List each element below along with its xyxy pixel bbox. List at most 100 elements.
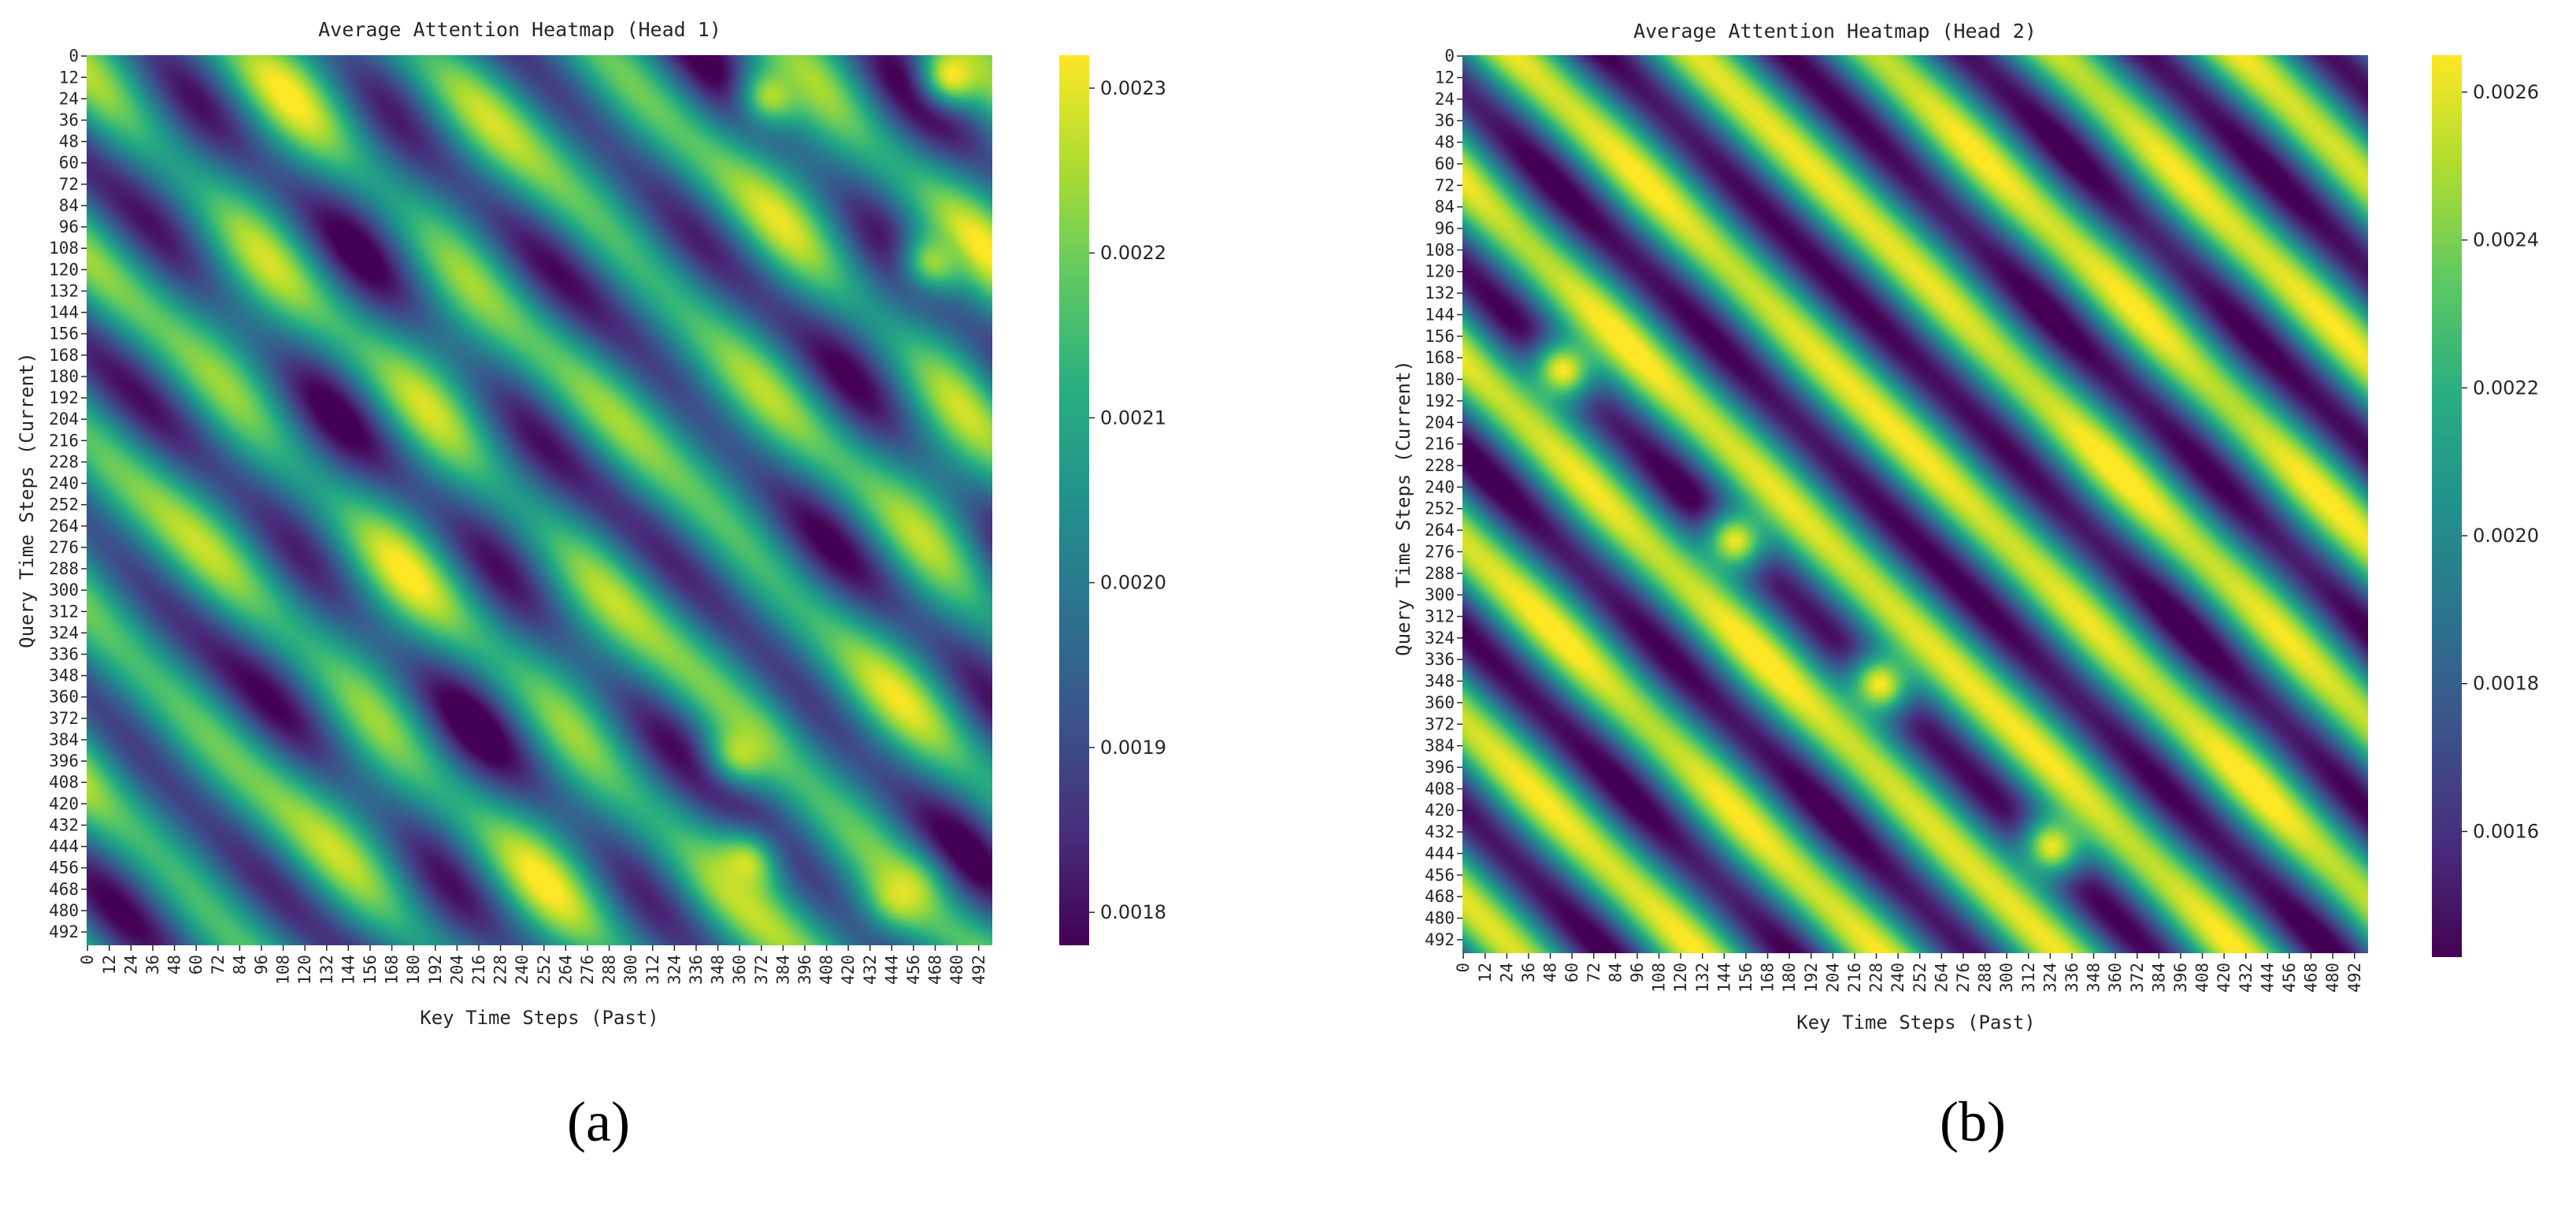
x-tick-label: 0 [1454,963,1473,973]
y-tick-label: 276 [1425,542,1455,561]
x-tick-label: 204 [1823,963,1842,993]
x-axis-label: Key Time Steps (Past) [420,1007,658,1029]
x-tick-label: 144 [1714,963,1733,993]
colorbar-ticks: 0.0016 0.0018 0.0020 0.0022 0.0024 0.0026 [2462,81,2539,842]
x-tick-label: 372 [2128,963,2147,993]
x-tick-label: 264 [1932,963,1951,993]
heatmap-canvas-wrap [1462,55,2368,953]
y-tick-label: 444 [49,837,79,856]
y-tick-label: 156 [49,325,79,343]
y-tick-label: 276 [49,538,79,557]
y-tick-label: 300 [1425,585,1455,604]
x-tick-label: 408 [817,955,836,985]
y-tick-label: 420 [1425,801,1455,820]
y-tick-label: 48 [59,132,79,151]
x-tick-label: 420 [839,955,858,985]
y-tick-label: 252 [1425,499,1455,518]
y-tick-label: 24 [1435,90,1455,109]
y-tick-label: 228 [49,452,79,471]
y-tick-label: 180 [49,367,79,386]
y-tick-label: 60 [59,154,79,173]
y-tick-label: 396 [1425,758,1455,777]
x-tick-label: 420 [2215,963,2233,993]
x-tick-label: 408 [2193,963,2212,993]
x-tick-label: 336 [687,955,706,985]
y-tick-label: 240 [1425,477,1455,496]
y-tick-label: 168 [1425,348,1455,367]
y-tick-label: 204 [1425,413,1455,432]
x-tick-label: 180 [1780,963,1799,993]
y-axis-ticks: 0 12 24 36 48 60 72 84 96 108 120 132 144 156 168 180 19… [1425,46,1462,949]
x-axis-label: Key Time Steps (Past) [1796,1011,2035,1034]
y-tick-label: 144 [49,303,79,322]
x-tick-label: 96 [1628,963,1647,982]
y-tick-label: 216 [49,431,79,450]
y-axis-label: Query Time Steps (Current) [16,352,38,648]
y-tick-label: 312 [49,602,79,621]
y-tick-label: 36 [59,110,79,129]
y-tick-label: 0 [69,46,79,65]
y-tick-label: 288 [49,559,79,578]
colorbar-tick-label: 0.0020 [2473,525,2539,547]
y-tick-label: 372 [49,709,79,728]
y-tick-label: 348 [1425,672,1455,691]
x-tick-label: 312 [643,955,662,985]
x-tick-label: 48 [165,955,184,974]
heatmap-panel-a: Average Attention Heatmap (Head 1) 01224… [16,18,1166,1153]
x-tick-label: 432 [861,955,880,985]
x-tick-label: 264 [556,955,575,985]
y-tick-label: 408 [1425,779,1455,798]
y-tick-label: 264 [49,517,79,536]
y-tick-label: 168 [49,346,79,365]
x-tick-label: 36 [143,955,162,974]
y-tick-label: 96 [1435,219,1455,238]
x-tick-label: 324 [665,955,684,985]
colorbar-tick-label: 0.0021 [1100,406,1166,429]
y-tick-label: 72 [59,175,79,194]
y-tick-label: 324 [49,623,79,642]
x-tick-label: 276 [1954,963,1973,993]
colorbar-tick-label: 0.0024 [2473,229,2539,251]
x-axis-ticks: 0 12 24 36 48 60 72 84 96 108 120 132 144 156 168 180 19… [1454,953,2364,993]
x-tick-label: 348 [2085,963,2103,993]
x-tick-label: 84 [230,955,249,974]
x-tick-label: 228 [1867,963,1886,993]
colorbar-tick-label: 0.0018 [2473,673,2539,695]
y-tick-label: 360 [1425,693,1455,712]
x-tick-label: 96 [252,955,271,974]
panel-label: (b) [1940,1090,2006,1153]
x-tick-label: 492 [969,955,988,985]
x-tick-label: 192 [426,955,445,985]
x-tick-label: 432 [2237,963,2255,993]
y-tick-label: 312 [1425,607,1455,626]
y-tick-label: 180 [1425,370,1455,389]
heatmap-panel-b: Average Attention Heatmap (Head 2) 01224… [1392,20,2539,1153]
y-tick-label: 108 [1425,240,1455,259]
x-tick-label: 144 [339,955,358,985]
x-tick-label: 60 [187,955,206,974]
x-tick-label: 72 [209,955,228,974]
x-tick-label: 360 [2106,963,2125,993]
x-tick-label: 108 [274,955,293,985]
x-tick-label: 396 [2171,963,2190,993]
y-tick-label: 120 [1425,262,1455,281]
x-tick-label: 204 [447,955,466,985]
x-tick-label: 72 [1585,963,1603,982]
y-tick-label: 300 [49,581,79,599]
y-tick-label: 336 [1425,650,1455,669]
y-tick-label: 468 [1425,887,1455,906]
x-tick-label: 444 [2258,963,2277,993]
x-tick-label: 384 [2149,963,2168,993]
y-tick-label: 492 [49,922,79,941]
x-tick-label: 240 [1888,963,1907,993]
y-tick-label: 24 [59,89,79,108]
colorbar-tick-label: 0.0020 [1100,572,1166,594]
colorbar-tick-label: 0.0022 [1100,242,1166,264]
x-tick-label: 300 [1997,963,2016,993]
x-tick-label: 84 [1606,963,1625,982]
y-tick-label: 252 [49,496,79,514]
x-tick-label: 384 [773,955,792,985]
x-tick-label: 348 [709,955,728,985]
x-tick-label: 468 [926,955,945,985]
y-tick-label: 432 [1425,822,1455,841]
